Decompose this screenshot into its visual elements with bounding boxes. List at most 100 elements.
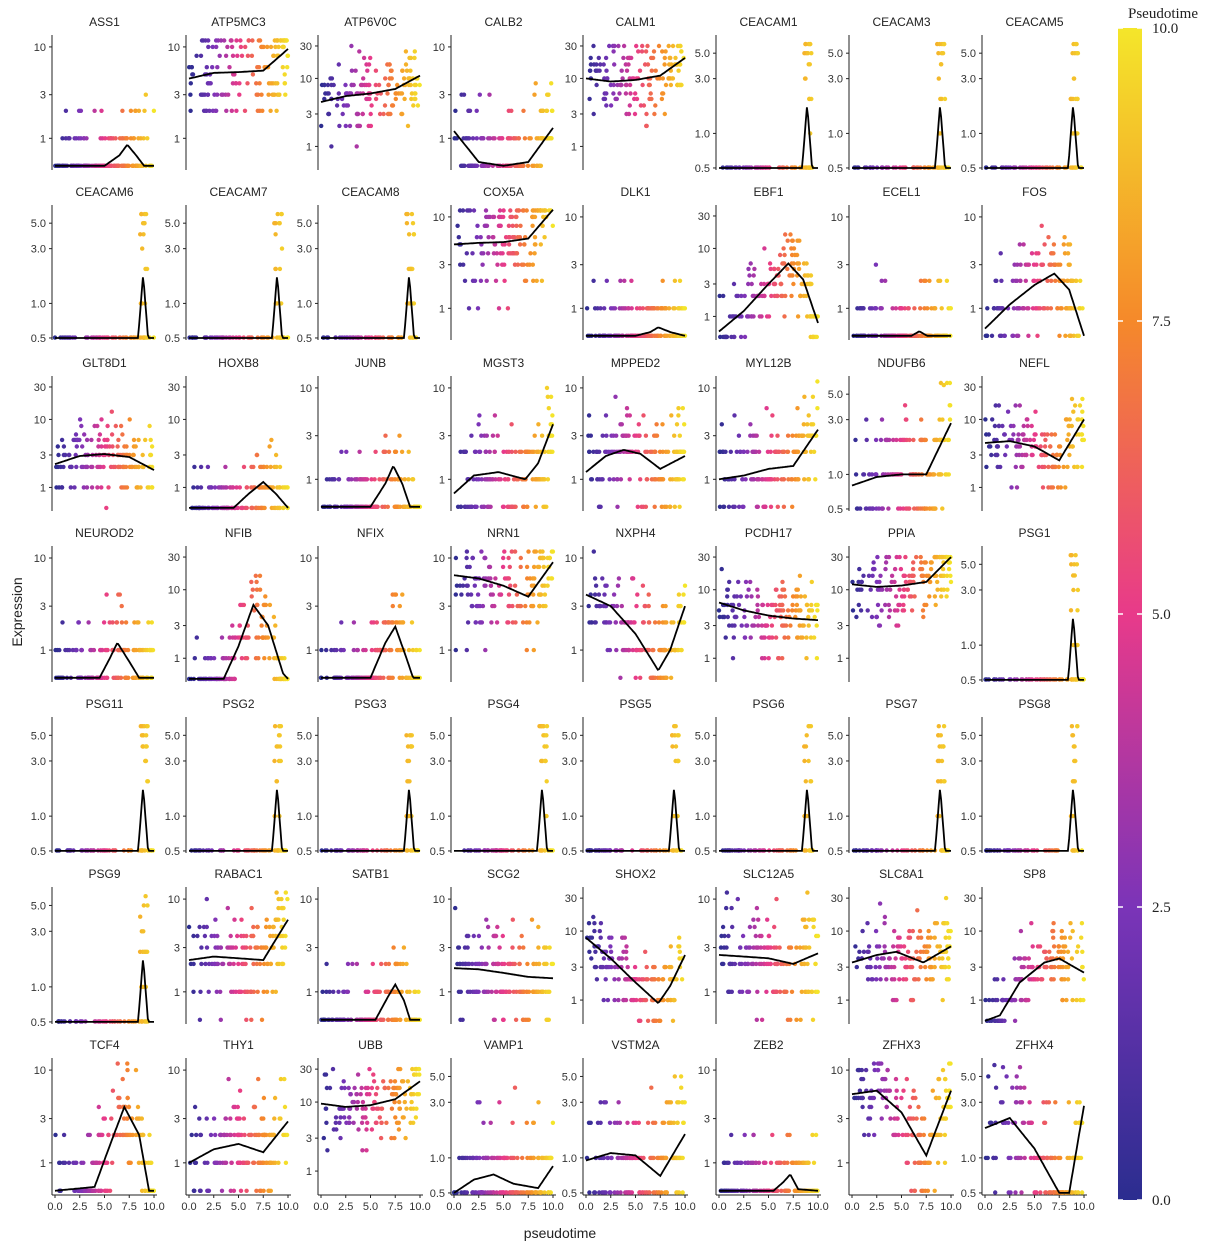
- data-point: [231, 635, 235, 639]
- data-point: [214, 45, 218, 49]
- data-point: [539, 164, 543, 168]
- data-point: [604, 91, 608, 95]
- data-point: [324, 648, 328, 652]
- panel-title: MYL12B: [745, 356, 791, 370]
- data-point: [1078, 279, 1082, 283]
- data-point: [614, 620, 618, 624]
- points: [983, 553, 1086, 682]
- data-point: [477, 477, 481, 481]
- data-point: [281, 65, 285, 69]
- data-point: [682, 620, 686, 624]
- data-point: [902, 588, 906, 592]
- data-point: [469, 434, 473, 438]
- data-point: [465, 549, 469, 553]
- data-point: [507, 136, 511, 140]
- data-point: [219, 38, 223, 42]
- y-tick-label: 5.0: [961, 559, 976, 571]
- data-point: [479, 279, 483, 283]
- data-point: [780, 580, 784, 584]
- data-point: [319, 648, 323, 652]
- data-point: [368, 56, 372, 60]
- data-point: [638, 306, 642, 310]
- data-point: [517, 208, 521, 212]
- data-point: [231, 485, 235, 489]
- data-point: [807, 413, 811, 417]
- y-tick-label: 1: [40, 645, 46, 657]
- panel-title: FOS: [1022, 185, 1047, 199]
- data-point: [134, 444, 138, 448]
- data-point: [647, 592, 651, 596]
- y-tick-label: 3: [40, 601, 46, 613]
- data-point: [120, 136, 124, 140]
- data-point: [82, 432, 86, 436]
- data-point: [898, 506, 902, 510]
- data-point: [1059, 485, 1063, 489]
- data-point: [1037, 465, 1041, 469]
- data-point: [811, 335, 815, 339]
- data-point: [589, 477, 593, 481]
- data-point: [607, 44, 611, 48]
- data-point: [519, 565, 523, 569]
- data-point: [644, 434, 648, 438]
- data-point: [139, 212, 143, 216]
- data-point: [798, 608, 802, 612]
- data-point: [239, 45, 243, 49]
- data-point: [640, 44, 644, 48]
- data-point: [767, 314, 771, 318]
- data-point: [672, 306, 676, 310]
- points: [586, 395, 686, 509]
- data-point: [1016, 334, 1020, 338]
- data-point: [416, 103, 420, 107]
- data-point: [281, 45, 285, 49]
- data-point: [506, 620, 510, 624]
- y-tick-label: 3: [174, 90, 180, 102]
- data-point: [276, 45, 280, 49]
- data-point: [589, 56, 593, 60]
- data-point: [797, 267, 801, 271]
- y-tick-label: 0.5: [562, 846, 577, 858]
- data-point: [466, 620, 470, 624]
- data-point: [1051, 485, 1055, 489]
- data-point: [611, 91, 615, 95]
- data-point: [609, 83, 613, 87]
- data-point: [940, 417, 944, 421]
- data-point: [1033, 410, 1037, 414]
- y-tick-label: 3: [704, 431, 710, 443]
- data-point: [602, 62, 606, 66]
- data-point: [514, 215, 518, 219]
- y-tick-label: 1: [837, 303, 843, 315]
- data-point: [369, 112, 373, 116]
- data-point: [524, 450, 528, 454]
- data-point: [782, 253, 786, 257]
- data-point: [473, 279, 477, 283]
- data-point: [611, 49, 615, 53]
- points: [585, 279, 687, 338]
- data-point: [724, 335, 728, 339]
- data-point: [655, 306, 659, 310]
- points: [853, 381, 952, 511]
- data-point: [240, 656, 244, 660]
- data-point: [903, 555, 907, 559]
- data-point: [855, 588, 859, 592]
- data-point: [95, 485, 99, 489]
- y-tick-label: 30: [565, 41, 577, 53]
- y-tick-label: 3.0: [695, 74, 710, 86]
- data-point: [283, 72, 287, 76]
- data-point: [482, 505, 486, 509]
- data-point: [781, 246, 785, 250]
- y-tick-label: 3: [571, 260, 577, 272]
- data-point: [1035, 334, 1039, 338]
- data-point: [588, 69, 592, 73]
- data-point: [1055, 306, 1059, 310]
- data-point: [1075, 465, 1079, 469]
- data-point: [1075, 608, 1079, 612]
- data-point: [592, 62, 596, 66]
- data-point: [876, 588, 880, 592]
- data-point: [923, 279, 927, 283]
- data-point: [477, 450, 481, 454]
- data-point: [947, 567, 951, 571]
